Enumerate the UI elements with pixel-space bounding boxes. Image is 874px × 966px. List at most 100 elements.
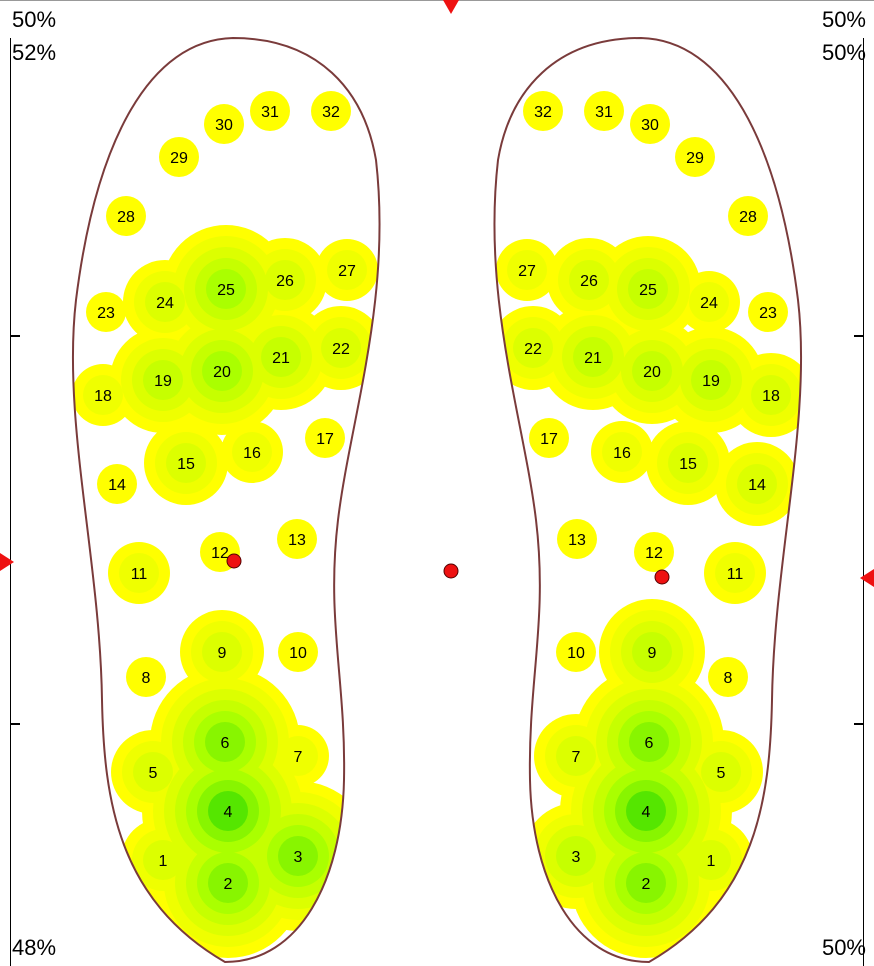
combined-center-marker (443, 563, 459, 579)
left-sensor-label-19: 19 (154, 373, 172, 390)
left-sensor-label-11: 11 (131, 566, 148, 583)
right-sensor-label-1: 1 (707, 853, 716, 870)
left-sensor-4-heat-level-6 (208, 791, 248, 831)
left-sensor-21-heat-level-3 (261, 337, 301, 377)
right-sensor-label-18: 18 (762, 388, 780, 405)
left-sensor-10-heat-level-0 (278, 632, 318, 672)
right-sensor-label-26: 26 (580, 273, 598, 290)
right-sensor-30-heat-level-0 (630, 104, 670, 144)
right-sensor-label-13: 13 (568, 532, 586, 549)
right-sensor-label-12: 12 (645, 545, 663, 562)
left-sensor-23-heat-level-0 (86, 292, 126, 332)
left-sensor-label-30: 30 (215, 117, 233, 134)
left-sensor-label-16: 16 (243, 445, 261, 462)
left-sensor-label-25: 25 (217, 282, 235, 299)
right-sensor-28-heat-level-0 (728, 196, 768, 236)
right-sensor-label-19: 19 (702, 373, 720, 390)
right-sensor-label-24: 24 (700, 295, 718, 312)
left-sensor-label-22: 22 (332, 341, 350, 358)
left-sensor-24-heat-level-2 (145, 282, 185, 322)
right-sensor-3-heat-level-3 (556, 836, 596, 876)
right-sensor-15-heat-level-2 (668, 443, 708, 483)
right-sensor-2-heat-level-5 (626, 863, 666, 903)
left-sensor-label-8: 8 (142, 670, 151, 687)
left-sensor-2-heat-level-5 (208, 863, 248, 903)
right-sensor-label-5: 5 (717, 765, 726, 782)
right-sensor-32-heat-level-0 (523, 91, 563, 131)
right-sensor-label-32: 32 (534, 104, 552, 121)
right-sensor-label-21: 21 (584, 350, 602, 367)
right-foot-outline (493, 36, 803, 964)
right-sensor-27-heat-level-1 (507, 250, 547, 290)
right-sensor-14-heat-level-2 (737, 464, 777, 504)
left-sensor-18-heat-level-1 (83, 375, 123, 415)
right-sensor-18-heat-level-2 (751, 375, 791, 415)
left-sensor-label-31: 31 (261, 104, 279, 121)
right-sensor-label-9: 9 (648, 645, 657, 662)
left-sensor-label-24: 24 (156, 295, 174, 312)
corner-label-bottom-right: 50% (821, 935, 866, 960)
right-sensor-21-heat-level-3 (573, 337, 613, 377)
right-sensor-1-heat-level-2 (691, 840, 731, 880)
left-sensor-label-29: 29 (170, 150, 188, 167)
right-sensor-label-20: 20 (643, 364, 661, 381)
left-sensor-7-heat-level-1 (278, 736, 318, 776)
right-sensor-label-17: 17 (540, 431, 558, 448)
right-sensor-label-4: 4 (642, 804, 651, 821)
right-sensor-label-3: 3 (572, 849, 581, 866)
left-sensor-label-18: 18 (94, 388, 112, 405)
right-sensor-29-heat-level-0 (675, 137, 715, 177)
right-sensor-23-heat-level-0 (748, 292, 788, 332)
left-sensor-label-14: 14 (108, 477, 126, 494)
left-sensor-29-heat-level-0 (159, 137, 199, 177)
left-sensor-31-heat-level-0 (250, 91, 290, 131)
left-sensor-label-15: 15 (177, 456, 195, 473)
right-sensor-label-22: 22 (524, 341, 542, 358)
left-sensor-15-heat-level-2 (166, 443, 206, 483)
left-sensor-label-21: 21 (272, 350, 290, 367)
right-sensor-19-heat-level-3 (691, 360, 731, 400)
left-sensor-17-heat-level-0 (305, 418, 345, 458)
right-sensor-label-28: 28 (739, 209, 757, 226)
left-sensor-label-17: 17 (316, 431, 334, 448)
left-sensor-label-32: 32 (322, 104, 340, 121)
right-foot-sensor-labels: 1234567891011121314151617181920212223242… (518, 104, 780, 893)
left-sensor-8-heat-level-0 (126, 657, 166, 697)
right-sensor-7-heat-level-2 (556, 736, 596, 776)
right-sensor-17-heat-level-0 (529, 418, 569, 458)
right-sensor-26-heat-level-2 (569, 260, 609, 300)
right-sensor-label-29: 29 (686, 150, 704, 167)
right-sensor-label-23: 23 (759, 305, 777, 322)
left-sensor-22-heat-level-2 (321, 328, 361, 368)
right-sensor-label-25: 25 (639, 282, 657, 299)
corner-label-upper-right: 50% (821, 40, 866, 65)
right-sensor-10-heat-level-0 (556, 632, 596, 672)
left-sensor-19-heat-level-3 (143, 360, 183, 400)
right-sensor-label-16: 16 (613, 445, 631, 462)
left-sensor-1-heat-level-2 (143, 840, 183, 880)
left-sensor-label-4: 4 (224, 804, 233, 821)
left-balance-marker (0, 553, 14, 571)
left-sensor-5-heat-level-2 (133, 752, 173, 792)
right-sensor-9-heat-level-3 (632, 632, 672, 672)
right-sensor-label-6: 6 (645, 735, 654, 752)
right-sensor-label-10: 10 (567, 645, 585, 662)
left-sensor-label-20: 20 (213, 364, 231, 381)
left-sensor-26-heat-level-2 (265, 260, 305, 300)
left-sensor-label-7: 7 (294, 749, 303, 766)
left-sensor-label-3: 3 (294, 849, 303, 866)
right-sensor-8-heat-level-0 (708, 657, 748, 697)
right-sensor-label-14: 14 (748, 477, 766, 494)
left-sensor-label-26: 26 (276, 273, 294, 290)
right-sensor-13-heat-level-0 (557, 519, 597, 559)
left-sensor-11-heat-level-1 (119, 553, 159, 593)
left-sensor-label-1: 1 (159, 853, 168, 870)
corner-label-upper-left: 52% (12, 40, 57, 65)
left-sensor-label-9: 9 (218, 645, 227, 662)
right-sensor-25-heat-level-3 (628, 269, 668, 309)
right-sensor-4-heat-level-6 (626, 791, 666, 831)
right-balance-marker (860, 569, 874, 587)
left-sensor-label-28: 28 (117, 209, 135, 226)
